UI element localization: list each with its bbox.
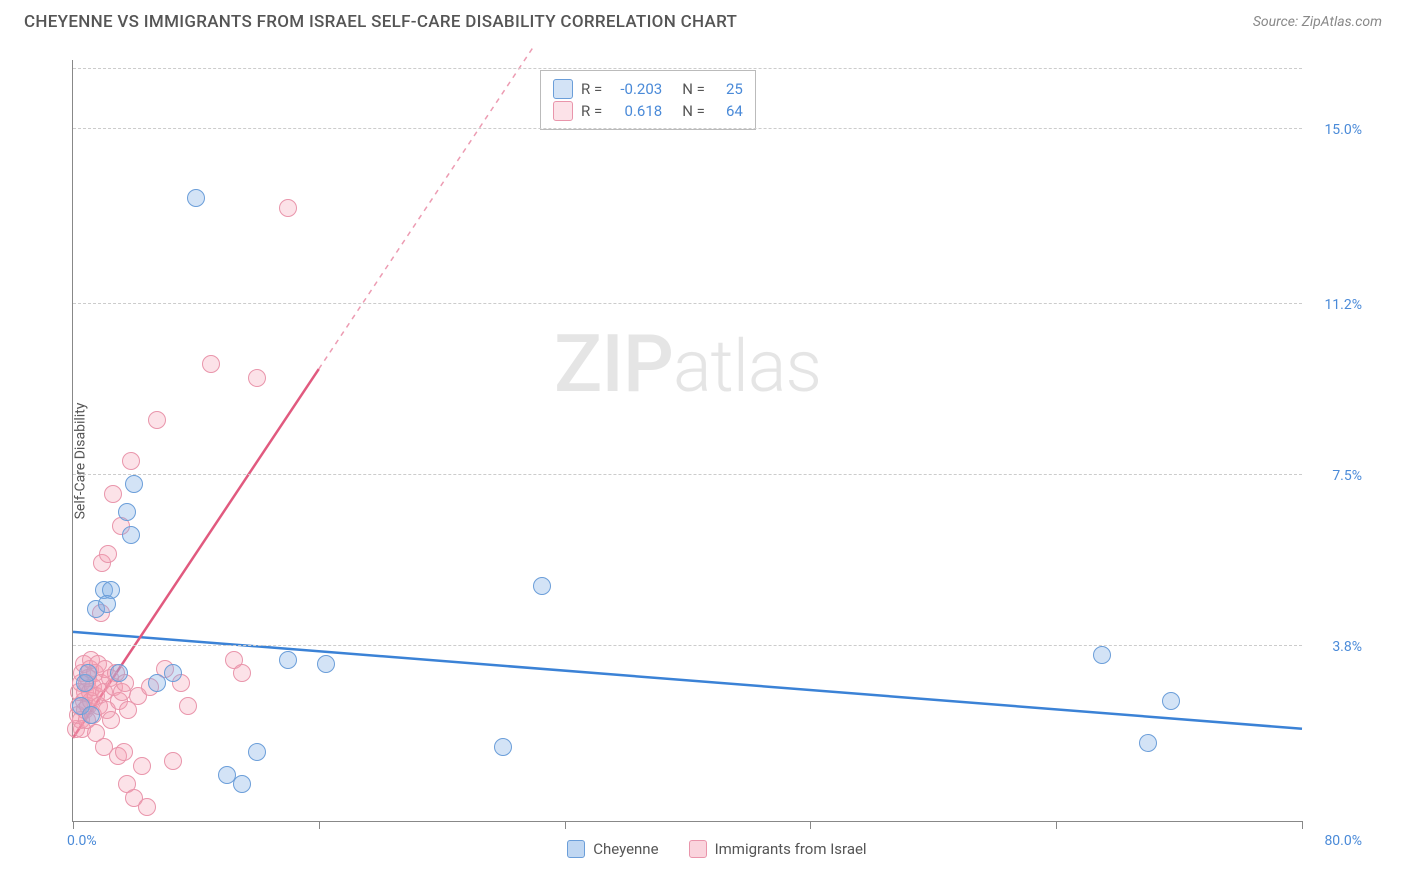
scatter-point — [82, 706, 100, 724]
legend-series-label: Immigrants from Israel — [715, 840, 867, 858]
chart-title: CHEYENNE VS IMMIGRANTS FROM ISRAEL SELF-… — [24, 12, 737, 32]
gridline-horizontal — [73, 303, 1302, 304]
gridline-horizontal — [73, 128, 1302, 129]
legend-swatch — [567, 840, 585, 858]
trend-line-extrapolated — [319, 46, 534, 369]
legend-row: R = 0.618 N = 64 — [553, 101, 743, 121]
scatter-point — [102, 711, 120, 729]
scatter-point — [494, 738, 512, 756]
y-tick-label: 11.2% — [1324, 297, 1362, 313]
gridline-horizontal — [73, 645, 1302, 646]
x-tick — [319, 821, 320, 829]
scatter-point — [79, 664, 97, 682]
scatter-point — [1093, 646, 1111, 664]
scatter-point — [104, 485, 122, 503]
watermark-bold: ZIP — [554, 317, 673, 411]
scatter-point — [99, 545, 117, 563]
legend-n-value: 25 — [713, 80, 743, 98]
legend-row: R = -0.203 N = 25 — [553, 79, 743, 99]
scatter-point — [233, 775, 251, 793]
plot-area: ZIPatlas R =-0.203N =25R =0.618N =64 3.8… — [72, 60, 1302, 822]
scatter-point — [1139, 734, 1157, 752]
scatter-point — [148, 411, 166, 429]
legend-r-label: R = — [581, 102, 602, 120]
legend-swatch — [689, 840, 707, 858]
scatter-point — [202, 355, 220, 373]
scatter-point — [279, 199, 297, 217]
legend-r-value: -0.203 — [610, 80, 662, 98]
scatter-point — [233, 664, 251, 682]
scatter-point — [179, 697, 197, 715]
x-tick — [810, 821, 811, 829]
scatter-point — [317, 655, 335, 673]
x-tick — [1056, 821, 1057, 829]
scatter-point — [533, 577, 551, 595]
scatter-point — [125, 475, 143, 493]
gridline-horizontal — [73, 474, 1302, 475]
legend-series-label: Cheyenne — [593, 840, 658, 858]
scatter-point — [133, 757, 151, 775]
x-tick — [1302, 821, 1303, 829]
legend-n-label: N = — [682, 102, 705, 120]
scatter-point — [1162, 692, 1180, 710]
scatter-point — [138, 798, 156, 816]
scatter-point — [122, 526, 140, 544]
chart-container: Self-Care Disability ZIPatlas R =-0.203N… — [24, 50, 1382, 872]
legend-r-value: 0.618 — [610, 102, 662, 120]
scatter-point — [118, 503, 136, 521]
trend-line — [73, 632, 1302, 729]
scatter-point — [187, 189, 205, 207]
scatter-point — [110, 664, 128, 682]
scatter-point — [279, 651, 297, 669]
y-tick-label: 15.0% — [1324, 122, 1362, 138]
correlation-legend: R = -0.203 N = 25 R = 0.618 N = 64 — [540, 70, 756, 130]
scatter-point — [122, 452, 140, 470]
legend-swatch — [553, 79, 573, 99]
gridline-horizontal — [73, 68, 1302, 69]
scatter-point — [248, 743, 266, 761]
legend-n-value: 64 — [713, 102, 743, 120]
legend-swatch — [553, 101, 573, 121]
y-tick-label: 3.8% — [1332, 639, 1362, 655]
x-tick-label: 80.0% — [1324, 833, 1362, 849]
source-attribution: Source: ZipAtlas.com — [1253, 14, 1382, 30]
x-tick-label: 0.0% — [67, 833, 97, 849]
scatter-point — [115, 743, 133, 761]
legend-n-label: N = — [682, 80, 705, 98]
scatter-point — [164, 664, 182, 682]
legend-series-item: Cheyenne — [567, 840, 658, 858]
scatter-point — [98, 595, 116, 613]
watermark-light: atlas — [673, 324, 821, 409]
watermark: ZIPatlas — [554, 317, 821, 411]
legend-r-label: R = — [581, 80, 602, 98]
x-tick — [73, 821, 74, 829]
x-tick — [565, 821, 566, 829]
trend-lines-svg — [73, 60, 1302, 821]
scatter-point — [164, 752, 182, 770]
legend-series-item: Immigrants from Israel — [689, 840, 867, 858]
y-tick-label: 7.5% — [1332, 468, 1362, 484]
scatter-point — [248, 369, 266, 387]
series-legend: Cheyenne Immigrants from Israel — [567, 840, 866, 858]
